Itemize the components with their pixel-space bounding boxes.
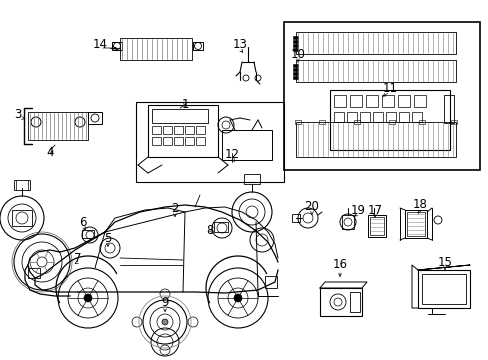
Bar [152, 109, 207, 123]
Bar [196, 126, 204, 134]
Bar [367, 215, 385, 237]
Bar [12, 210, 32, 226]
Text: 13: 13 [232, 39, 247, 51]
Bar [163, 137, 172, 145]
Circle shape [84, 294, 92, 302]
Bar [148, 105, 218, 157]
Text: 20: 20 [304, 201, 319, 213]
Text: 16: 16 [332, 258, 347, 271]
Bar [112, 42, 122, 50]
Text: 12: 12 [224, 148, 239, 162]
Bar [294, 120, 301, 124]
Bar [284, 22, 479, 170]
Bar [418, 120, 424, 124]
Bar [406, 212, 424, 236]
Bar [413, 95, 425, 107]
Bar [196, 137, 204, 145]
Bar [443, 95, 453, 123]
Bar [397, 95, 409, 107]
Bar [193, 42, 203, 50]
Bar [163, 126, 172, 134]
Bar [381, 95, 393, 107]
Bar [404, 210, 426, 238]
Bar [184, 137, 194, 145]
Circle shape [162, 319, 168, 325]
Bar [244, 174, 260, 184]
Bar [329, 90, 449, 150]
Text: 7: 7 [74, 252, 81, 265]
Bar [417, 270, 469, 308]
Bar [333, 95, 346, 107]
Bar [385, 112, 395, 122]
Bar [359, 112, 369, 122]
Bar [421, 274, 465, 304]
Bar [292, 64, 297, 67]
Text: 14: 14 [92, 39, 107, 51]
Text: 1: 1 [181, 99, 188, 112]
Bar [292, 44, 297, 47]
Bar [222, 130, 271, 160]
Bar [333, 112, 343, 122]
Text: 11: 11 [382, 81, 397, 94]
Bar [450, 120, 456, 124]
Bar [174, 126, 183, 134]
Bar [365, 95, 377, 107]
Bar [82, 230, 94, 238]
Bar [291, 214, 299, 222]
Bar [264, 276, 276, 288]
Text: 2: 2 [171, 202, 179, 215]
Bar [88, 112, 102, 124]
Text: 4: 4 [46, 145, 54, 158]
Bar [28, 112, 88, 140]
Bar [353, 120, 359, 124]
Bar [14, 180, 30, 190]
Bar [295, 32, 455, 54]
Bar [319, 288, 361, 316]
Text: 8: 8 [206, 224, 213, 237]
Text: 17: 17 [367, 203, 382, 216]
Bar [318, 120, 325, 124]
Text: 6: 6 [79, 216, 86, 229]
Bar [292, 76, 297, 79]
Text: 5: 5 [104, 231, 111, 244]
Bar [292, 40, 297, 43]
Text: 18: 18 [412, 198, 427, 211]
Bar [152, 126, 161, 134]
Bar [184, 126, 194, 134]
Bar [292, 72, 297, 75]
Bar [369, 217, 383, 235]
Bar [292, 68, 297, 71]
Bar [295, 60, 455, 82]
Circle shape [234, 294, 242, 302]
Bar [341, 215, 353, 229]
Bar [388, 120, 394, 124]
Bar [214, 222, 227, 232]
Text: 3: 3 [14, 108, 21, 122]
Text: 9: 9 [161, 297, 168, 310]
Bar [136, 102, 284, 182]
Text: 10: 10 [290, 49, 305, 62]
Bar [174, 137, 183, 145]
Bar [398, 112, 408, 122]
Text: 19: 19 [350, 203, 365, 216]
Bar [372, 112, 382, 122]
Bar [28, 268, 40, 278]
Bar [292, 36, 297, 39]
Bar [295, 122, 455, 157]
Text: 15: 15 [437, 256, 451, 269]
Bar [349, 292, 359, 312]
Bar [152, 137, 161, 145]
Bar [292, 48, 297, 51]
Bar [346, 112, 356, 122]
Bar [349, 95, 361, 107]
Bar [120, 38, 192, 60]
Bar [411, 112, 421, 122]
